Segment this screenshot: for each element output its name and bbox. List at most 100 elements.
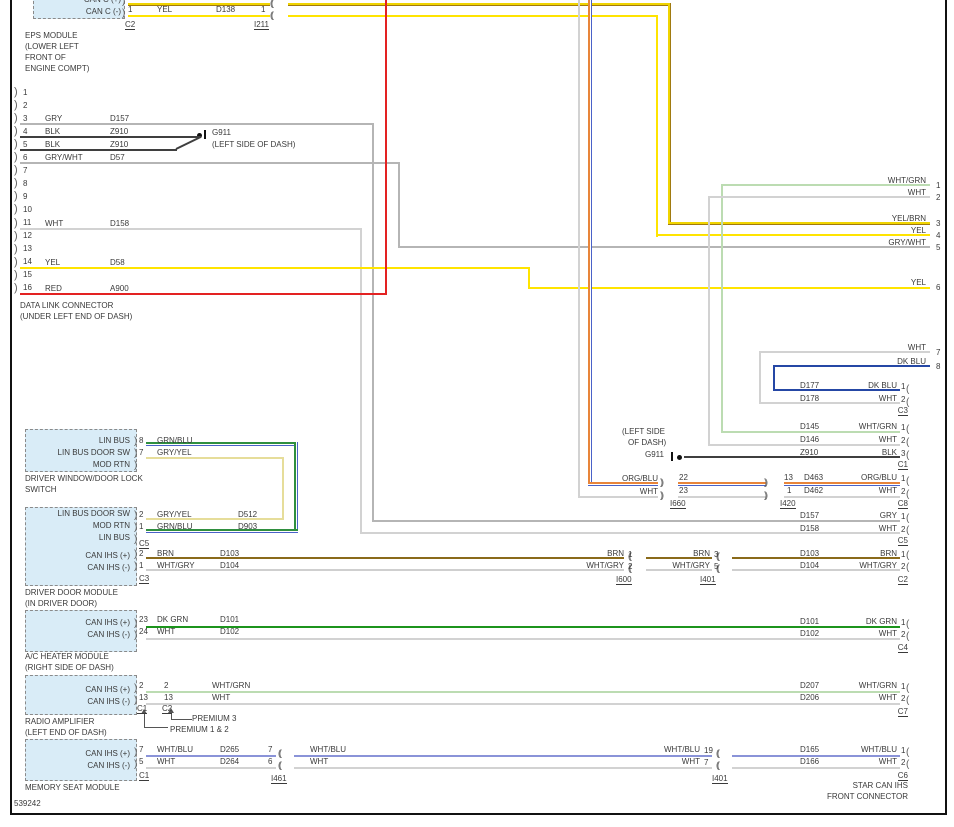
door-lin-labels-2: LIN BUS bbox=[98, 533, 130, 542]
dlc-pin_numbers-7: 8 bbox=[23, 179, 28, 188]
inline-connector-symbol: (( bbox=[278, 760, 282, 770]
wire-gyel bbox=[146, 457, 284, 459]
dlc-pin_numbers-1: 2 bbox=[23, 101, 28, 110]
door-lin-colors-0: GRY/YEL bbox=[157, 510, 192, 519]
dlc-rows-p16-color: RED bbox=[45, 284, 62, 293]
switch_mod-pin_nums-1: 7 bbox=[139, 448, 144, 457]
conn_c7-rows-0-pin: 1 bbox=[901, 682, 906, 691]
seat-connector: C1 bbox=[139, 771, 150, 781]
door-lin-circuits-1: D903 bbox=[238, 522, 258, 531]
seat-circuits-0: D265 bbox=[220, 745, 240, 754]
switch_mod-pin_labels-0: LIN BUS bbox=[98, 436, 130, 445]
wire-gb bbox=[294, 442, 298, 533]
dlc-pin_numbers-2: 3 bbox=[23, 114, 28, 123]
wire-red bbox=[385, 0, 387, 295]
door-can-circuits-0: D103 bbox=[220, 549, 240, 558]
conn_c8-rows-1-color: WHT bbox=[878, 486, 897, 495]
conn_c8-label: C8 bbox=[897, 499, 908, 509]
wire-wht bbox=[708, 444, 900, 446]
conn_c1-ground-location-1: OF DASH) bbox=[628, 438, 667, 447]
radio-nums_c1-0: 2 bbox=[139, 681, 144, 690]
conn_c5-rows-0-pin: 1 bbox=[901, 512, 906, 521]
connector-pin-bracket-icon: ( bbox=[906, 683, 910, 694]
dlc-pin_numbers-0: 1 bbox=[23, 88, 28, 97]
eps-caption-1: (LOWER LEFT bbox=[25, 42, 79, 51]
conn_c7-rows-1-circuit: D206 bbox=[800, 693, 820, 702]
inline_i401_seat-label: I401 bbox=[712, 774, 728, 784]
conn_c5-label: C5 bbox=[897, 536, 908, 546]
wire-blk bbox=[684, 456, 900, 458]
connector-pin-bracket-icon: ) bbox=[134, 683, 138, 694]
wire-brn bbox=[146, 557, 624, 559]
wire-wht bbox=[294, 767, 712, 769]
wire-brn bbox=[732, 557, 900, 559]
wire-gyel bbox=[282, 457, 284, 520]
wire-red bbox=[20, 293, 387, 295]
eps-connector: C2 bbox=[125, 20, 136, 30]
door-lin-connector: C5 bbox=[139, 539, 150, 549]
radio-labels-1: CAN IHS (-) bbox=[87, 697, 130, 706]
conn_c1-rows-0-circuit: D145 bbox=[800, 422, 820, 431]
door-lin-circuits-0: D512 bbox=[238, 510, 258, 519]
connector-pin-bracket-icon: ) bbox=[14, 99, 17, 111]
conn_c2-rows-0-color: BRN bbox=[880, 549, 897, 558]
connector-pin-bracket-icon: ( bbox=[906, 476, 910, 487]
frame-right bbox=[945, 0, 947, 815]
radio-connector2: C2 bbox=[162, 704, 173, 714]
connector-pin-bracket-icon: ) bbox=[14, 125, 17, 137]
radio-colors-1: WHT bbox=[212, 693, 231, 702]
connector-pin-bracket-icon: ( bbox=[906, 384, 910, 395]
switch_mod-colors-0: GRN/BLU bbox=[157, 436, 193, 445]
inline_i420-rows-1-pin: 1 bbox=[787, 486, 792, 495]
radio-nums_c1-1: 13 bbox=[139, 693, 148, 702]
ac-caption-1: (RIGHT SIDE OF DASH) bbox=[25, 663, 114, 672]
premium3-arrow-icon bbox=[168, 708, 174, 713]
wire-gry bbox=[372, 123, 374, 522]
inline_i600-label: I600 bbox=[616, 575, 632, 585]
conn_c3-rows-1-circuit: D178 bbox=[800, 394, 820, 403]
conn_c7-rows-0-color: WHT/GRN bbox=[858, 681, 897, 690]
conn_c6-rows-0-circuit: D165 bbox=[800, 745, 820, 754]
connector-pin-bracket-icon: ) bbox=[134, 695, 138, 706]
edge_pins-rows-2-pin: 3 bbox=[936, 219, 941, 228]
dlc-rows-p14-color: YEL bbox=[45, 258, 61, 267]
wire-wht bbox=[146, 638, 900, 640]
wire-ob bbox=[784, 482, 900, 486]
wire-blk bbox=[20, 136, 200, 138]
seat-colors-0: WHT/BLU bbox=[157, 745, 193, 754]
connector-pin-bracket-icon: ) bbox=[134, 759, 138, 770]
inline-connector-symbol: )) bbox=[660, 490, 664, 500]
dlc-rows-p14-circuit: D58 bbox=[110, 258, 125, 267]
connector-pin-bracket-icon: ) bbox=[14, 217, 17, 229]
inline_i401_seat-rows-1-color: WHT bbox=[681, 757, 700, 766]
inline_i461-label: I461 bbox=[271, 774, 287, 784]
conn_c3-rows-0-pin: 1 bbox=[901, 382, 906, 391]
edge_pins-rows-7-color: DK BLU bbox=[897, 357, 926, 366]
inline_i420-rows-0-circuit: D463 bbox=[804, 473, 824, 482]
inline_i420-rows-1-circuit: D462 bbox=[804, 486, 824, 495]
eps-caption-0: EPS MODULE bbox=[25, 31, 78, 40]
wire-ob bbox=[588, 482, 658, 486]
edge_pins-rows-1-pin: 2 bbox=[936, 193, 941, 202]
conn_c3-rows-0-color: DK BLU bbox=[868, 381, 897, 390]
wire-ob bbox=[678, 482, 766, 486]
conn_c2-rows-1-pin: 2 bbox=[901, 562, 906, 571]
dlc-pin_numbers-8: 9 bbox=[23, 192, 28, 201]
wire-aln bbox=[171, 713, 172, 719]
radio-caption-0: RADIO AMPLIFIER bbox=[25, 717, 95, 726]
inline_i660-label: I660 bbox=[670, 499, 686, 509]
inline_i461-mid_colors-0: WHT/BLU bbox=[310, 745, 346, 754]
eps-wire_color: YEL bbox=[157, 5, 173, 14]
connector-pin-bracket-icon: ) bbox=[134, 747, 138, 758]
edge_pins-rows-3-color: YEL bbox=[910, 226, 926, 235]
eps-pin_plus_label: CAN C (+) bbox=[84, 0, 121, 4]
edge_pins-rows-0-pin: 1 bbox=[936, 181, 941, 190]
conn_c1-label: C1 bbox=[897, 460, 908, 470]
premium12-arrow-icon bbox=[141, 709, 147, 714]
conn_c4-rows-1-pin: 2 bbox=[901, 630, 906, 639]
dlc-pin_numbers-11: 12 bbox=[23, 231, 32, 240]
wire-yel bbox=[656, 15, 658, 237]
inline-connector-symbol: )) bbox=[660, 477, 664, 487]
wire-wht bbox=[20, 228, 360, 230]
connector-pin-bracket-icon: ) bbox=[14, 177, 17, 189]
